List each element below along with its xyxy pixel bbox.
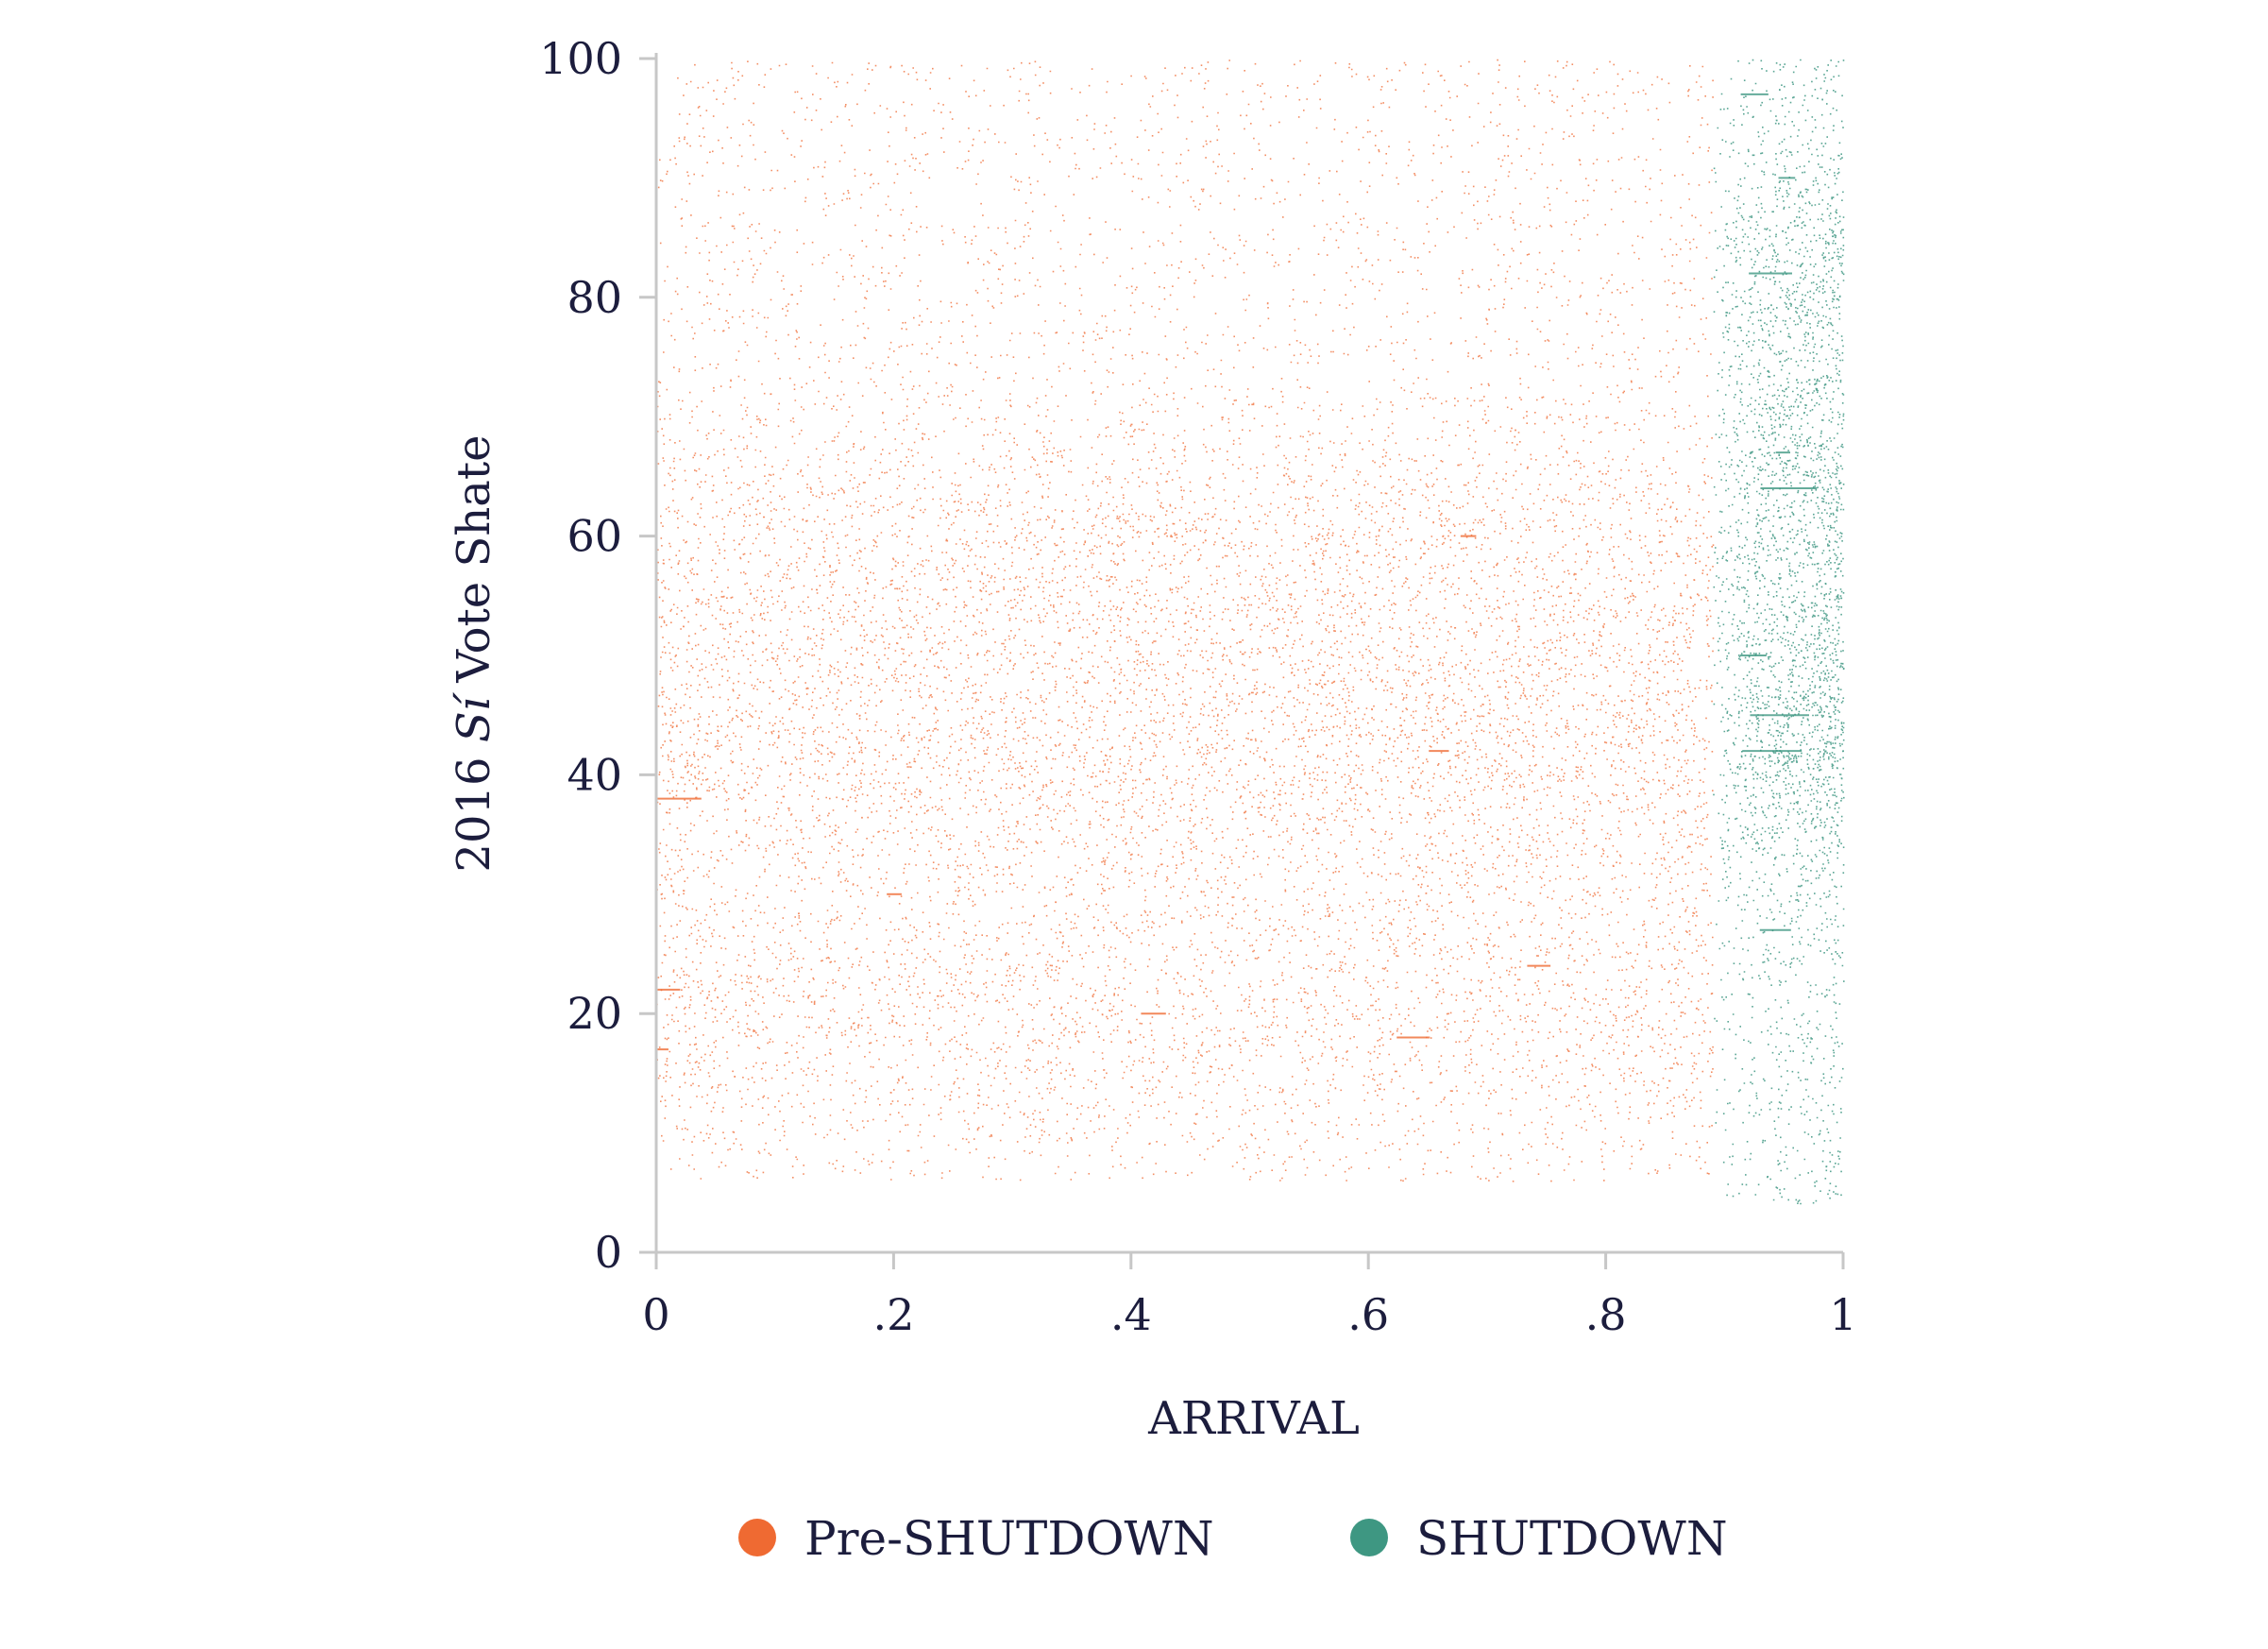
legend-label-shutdown: SHUTDOWN [1416,1511,1728,1566]
legend: Pre-SHUTDOWN SHUTDOWN [738,1511,1728,1566]
axes: 0 20 40 60 80 100 0 .2 .4 .6 .8 1 [539,33,1856,1340]
y-axis-title-prefix: 2016 [448,742,500,872]
legend-swatch-pre-shutdown [738,1519,776,1556]
scatter-points [656,59,1845,1205]
x-tick-label: 0 [642,1289,669,1340]
legend-item-shutdown: SHUTDOWN [1350,1511,1728,1566]
y-axis-title: 2016 Sí Vote Shate [448,434,500,872]
y-tick-label: 20 [567,988,622,1039]
y-axis-title-suffix: Vote Shate [448,434,500,696]
x-tick-label: 1 [1829,1289,1856,1340]
legend-item-pre-shutdown: Pre-SHUTDOWN [738,1511,1214,1566]
legend-label-pre-shutdown: Pre-SHUTDOWN [804,1511,1214,1566]
y-axis-title-italic: Sí [448,691,500,742]
scatter-points-pre-shutdown [656,59,1715,1182]
y-tick-label: 40 [567,749,622,800]
x-tick-label: .8 [1585,1289,1627,1340]
scatter-points-shutdown [1713,59,1845,1205]
x-tick-label: .4 [1110,1289,1152,1340]
x-axis-title: ARRIVAL [1147,1392,1360,1445]
y-tick-label: 0 [595,1227,622,1278]
y-tick-label: 80 [567,272,622,323]
y-tick-label: 60 [567,511,622,562]
x-tick-label: .6 [1347,1289,1389,1340]
x-tick-label: .2 [872,1289,914,1340]
x-ticks: 0 .2 .4 .6 .8 1 [642,1252,1857,1340]
y-ticks: 0 20 40 60 80 100 [539,33,656,1278]
legend-swatch-shutdown [1350,1519,1388,1556]
y-tick-label: 100 [539,33,622,84]
